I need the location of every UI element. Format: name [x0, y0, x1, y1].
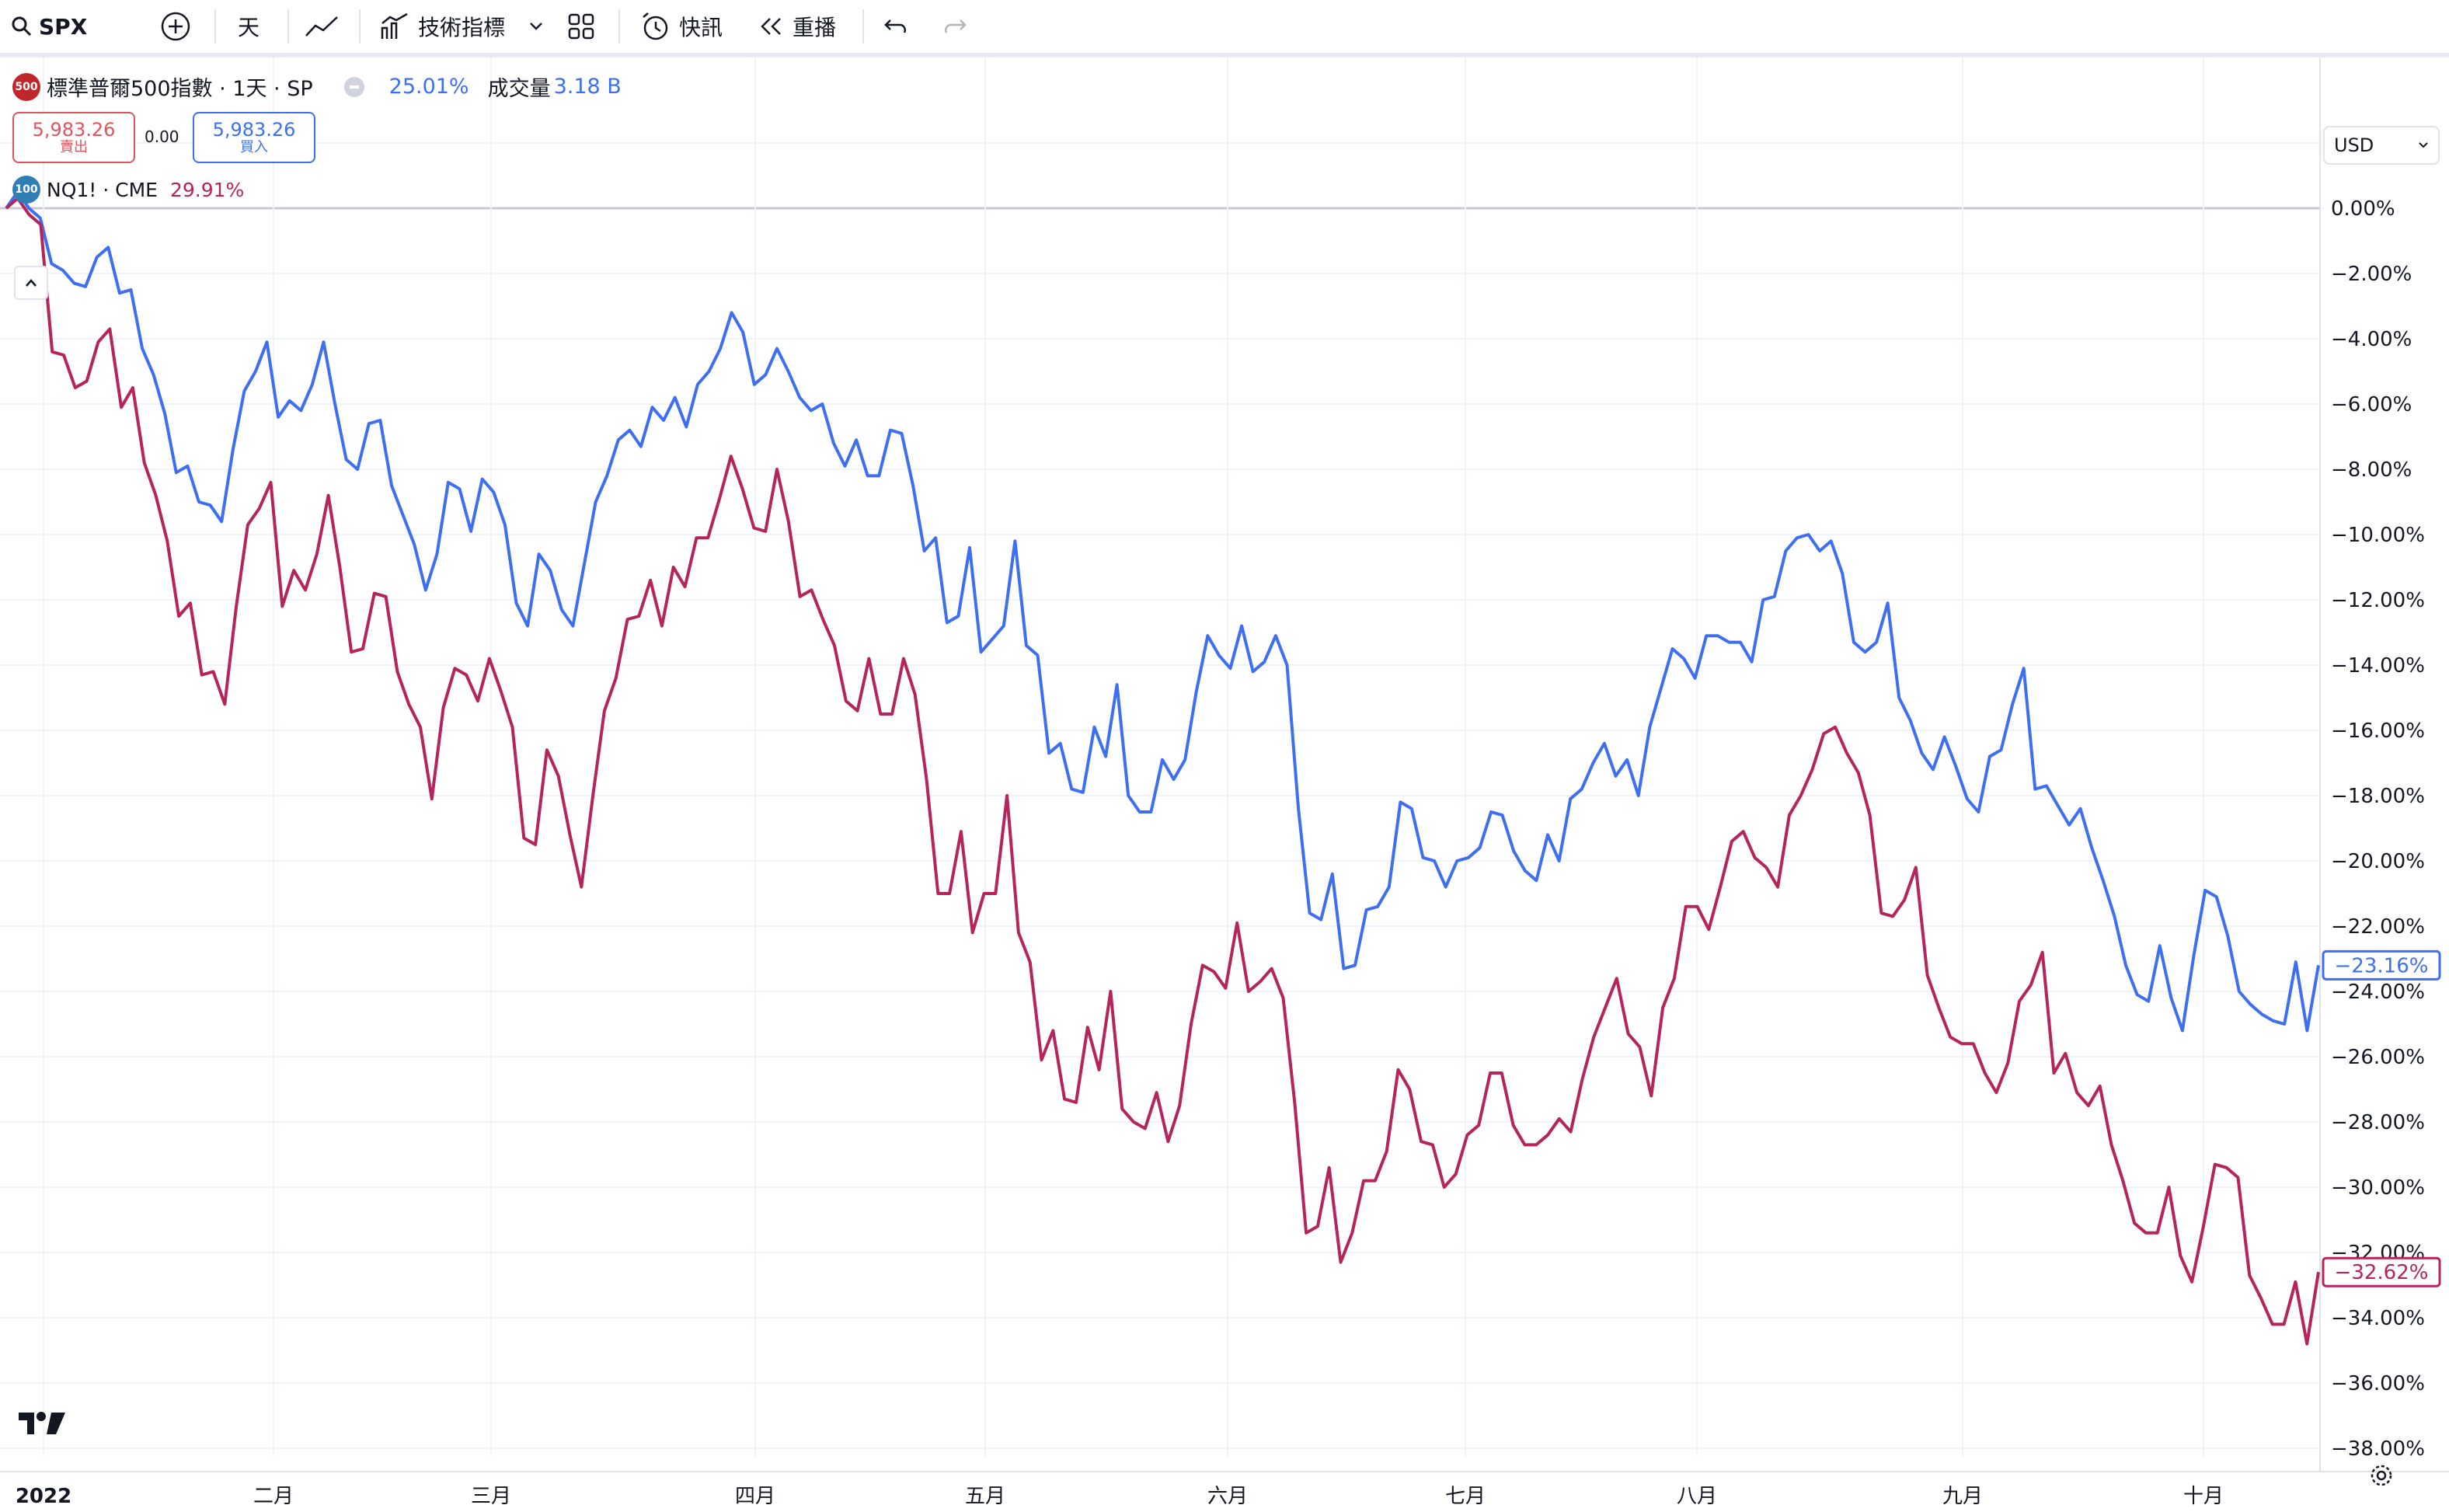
currency-select[interactable]: USD — [2323, 126, 2440, 165]
y-tick-label: −2.00% — [2331, 263, 2412, 286]
y-tick-label: −38.00% — [2331, 1437, 2425, 1461]
x-tick-label: 2022 — [16, 1485, 71, 1508]
x-tick-label: 五月 — [965, 1485, 1005, 1508]
toolbar-divider — [359, 9, 361, 44]
y-tick-label: −26.00% — [2331, 1046, 2425, 1069]
main-series-legend[interactable]: 500 標準普爾500指數 · 1天 · SP 25.01% 成交量 3.18 … — [12, 71, 622, 102]
rewind-icon — [761, 18, 781, 35]
volume-label: 成交量 — [487, 77, 551, 101]
toolbar-divider — [214, 9, 216, 44]
add-symbol-button[interactable] — [160, 0, 191, 53]
x-tick-label: 十月 — [2183, 1485, 2224, 1508]
x-tick-label: 七月 — [1445, 1485, 1486, 1508]
spx-badge-icon: 500 — [12, 72, 40, 101]
indicators-icon — [381, 12, 408, 39]
chevron-up-icon — [26, 279, 37, 287]
spread-value: 0.00 — [145, 127, 179, 146]
toolbar-divider — [862, 9, 864, 44]
search-icon — [12, 16, 32, 37]
sell-label: 賣出 — [60, 139, 88, 156]
y-tick-label: −22.00% — [2331, 915, 2425, 939]
y-tick-label: −24.00% — [2331, 981, 2425, 1004]
toolbar-divider — [287, 9, 289, 44]
undo-button[interactable] — [883, 0, 909, 53]
main-series-change: 25.01% — [388, 75, 469, 99]
sell-button[interactable]: 5,983.26 賣出 — [12, 112, 135, 163]
replay-label: 重播 — [793, 15, 837, 40]
compare-series-title: NQ1! · CME — [47, 178, 158, 201]
y-tick-label: −34.00% — [2331, 1307, 2425, 1330]
symbol-search[interactable]: SPX — [11, 0, 87, 53]
chart-pane[interactable]: 2.00%0.00%−2.00%−4.00%−6.00%−8.00%−10.00… — [0, 57, 2449, 1512]
layouts-button[interactable] — [567, 0, 595, 53]
buy-price: 5,983.26 — [212, 118, 296, 141]
y-tick-label: 0.00% — [2331, 197, 2395, 221]
last-value-box — [2322, 949, 2441, 981]
nq-badge-icon: 100 — [12, 176, 40, 204]
y-tick-label: −4.00% — [2331, 328, 2412, 351]
last-value-label: −23.16% — [2335, 954, 2429, 977]
last-value-box — [2322, 1256, 2441, 1287]
y-tick-label: −20.00% — [2331, 850, 2425, 873]
y-tick-label: −10.00% — [2331, 524, 2425, 547]
indicators-dropdown[interactable] — [528, 0, 544, 53]
interval-label: 天 — [238, 15, 260, 40]
chart-type-button[interactable] — [305, 0, 339, 53]
plus-circle-icon — [161, 12, 190, 41]
price-chart[interactable]: 2.00%0.00%−2.00%−4.00%−6.00%−8.00%−10.00… — [0, 57, 2449, 1512]
series-line-nq — [5, 197, 2320, 1346]
chevron-down-icon — [530, 23, 542, 30]
settings-gear-icon[interactable] — [2368, 1462, 2395, 1489]
alert-button[interactable]: 快訊 — [640, 0, 723, 53]
main-series-title: 標準普爾500指數 · 1天 · SP — [47, 77, 313, 101]
tradingview-logo — [19, 1412, 65, 1434]
y-tick-label: −12.00% — [2331, 589, 2425, 612]
undo-icon — [884, 19, 906, 33]
interval-button[interactable]: 天 — [238, 0, 260, 53]
buy-label: 買入 — [240, 139, 268, 156]
alert-label: 快訊 — [679, 15, 723, 40]
y-tick-label: −18.00% — [2331, 785, 2425, 808]
buy-button[interactable]: 5,983.26 買入 — [193, 112, 315, 163]
y-tick-label: −36.00% — [2331, 1372, 2425, 1395]
y-tick-label: −6.00% — [2331, 393, 2412, 416]
alarm-clock-icon — [643, 12, 668, 40]
last-value-label: −32.62% — [2335, 1261, 2429, 1284]
toolbar-divider — [618, 9, 620, 44]
redo-button[interactable] — [942, 0, 968, 53]
eye-toggle-icon[interactable] — [343, 76, 364, 97]
indicators-button[interactable]: 技術指標 — [381, 0, 505, 53]
x-tick-label: 八月 — [1677, 1485, 1717, 1508]
series-line-spx — [5, 190, 2320, 1033]
y-tick-label: −14.00% — [2331, 654, 2425, 678]
currency-label: USD — [2334, 134, 2374, 156]
top-toolbar: SPX 天 技術指標 快訊 重播 — [0, 0, 2449, 57]
indicators-label: 技術指標 — [418, 15, 506, 40]
x-tick-label: 九月 — [1942, 1485, 1983, 1508]
y-tick-label: −30.00% — [2331, 1176, 2425, 1200]
y-tick-label: −28.00% — [2331, 1111, 2425, 1134]
replay-button[interactable]: 重播 — [758, 0, 836, 53]
chevron-down-icon — [2419, 142, 2428, 148]
x-tick-label: 二月 — [253, 1485, 294, 1508]
symbol-label: SPX — [39, 13, 88, 40]
sell-price: 5,983.26 — [32, 118, 116, 141]
spx-badge-text: 500 — [15, 80, 38, 93]
compare-series-change: 29.91% — [169, 178, 245, 201]
redo-icon — [945, 19, 967, 33]
line-chart-icon — [305, 16, 338, 37]
grid-layout-icon — [568, 13, 594, 40]
collapse-legend-button[interactable] — [14, 266, 48, 300]
volume-value: 3.18 B — [553, 75, 622, 99]
nq-badge-text: 100 — [15, 183, 38, 196]
compare-series-legend[interactable]: 100 NQ1! · CME 29.91% — [12, 176, 244, 204]
x-tick-label: 四月 — [735, 1485, 775, 1508]
y-tick-label: −8.00% — [2331, 458, 2412, 482]
x-tick-label: 三月 — [471, 1485, 511, 1508]
x-tick-label: 六月 — [1207, 1485, 1248, 1508]
y-tick-label: −16.00% — [2331, 719, 2425, 743]
